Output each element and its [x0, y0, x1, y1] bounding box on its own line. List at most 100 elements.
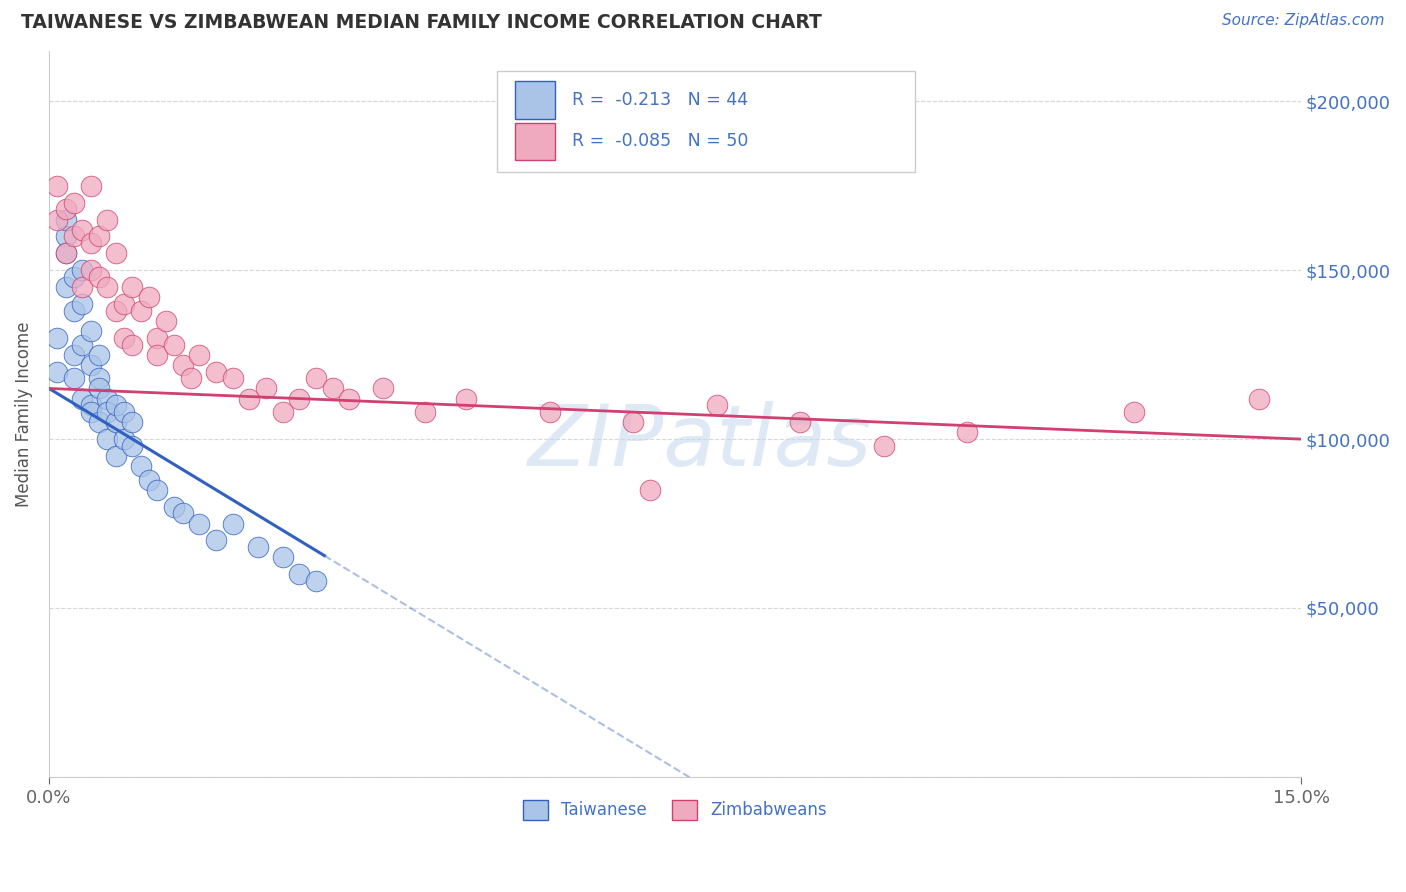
Point — [72, 297, 94, 311]
Point — [46, 331, 69, 345]
Point — [96, 212, 118, 227]
Point — [305, 574, 328, 588]
Point — [121, 337, 143, 351]
Point — [72, 392, 94, 406]
Legend: Taiwanese, Zimbabweans: Taiwanese, Zimbabweans — [516, 793, 834, 827]
Point — [146, 483, 169, 497]
Point — [271, 405, 294, 419]
Text: TAIWANESE VS ZIMBABWEAN MEDIAN FAMILY INCOME CORRELATION CHART: TAIWANESE VS ZIMBABWEAN MEDIAN FAMILY IN… — [21, 13, 823, 32]
Point — [413, 405, 436, 419]
Point — [872, 439, 894, 453]
Point — [46, 178, 69, 193]
Point — [80, 405, 103, 419]
Point — [112, 331, 135, 345]
Point — [104, 398, 127, 412]
Point — [80, 358, 103, 372]
Point — [1249, 392, 1271, 406]
Point — [112, 405, 135, 419]
Point — [121, 439, 143, 453]
Point — [87, 270, 110, 285]
Point — [254, 381, 277, 395]
Point — [72, 223, 94, 237]
Point — [180, 371, 202, 385]
Point — [46, 212, 69, 227]
Point — [371, 381, 394, 395]
Point — [55, 202, 77, 217]
Point — [163, 337, 186, 351]
Point — [322, 381, 344, 395]
Point — [121, 280, 143, 294]
Point — [789, 415, 811, 429]
Point — [221, 516, 243, 531]
Point — [155, 314, 177, 328]
FancyBboxPatch shape — [515, 122, 555, 161]
Point — [80, 263, 103, 277]
Point — [221, 371, 243, 385]
Point — [63, 348, 86, 362]
Point — [271, 550, 294, 565]
Point — [87, 348, 110, 362]
Point — [63, 270, 86, 285]
Point — [87, 229, 110, 244]
Point — [87, 381, 110, 395]
Point — [63, 195, 86, 210]
Point — [138, 290, 160, 304]
Point — [205, 533, 228, 548]
Point — [96, 405, 118, 419]
Point — [104, 415, 127, 429]
Point — [288, 567, 311, 582]
Point — [87, 415, 110, 429]
Point — [87, 371, 110, 385]
Point — [104, 246, 127, 260]
Point — [63, 371, 86, 385]
Point — [104, 303, 127, 318]
Point — [55, 212, 77, 227]
Point — [72, 337, 94, 351]
Point — [172, 507, 194, 521]
Point — [956, 425, 979, 440]
Point — [46, 365, 69, 379]
Point — [96, 392, 118, 406]
Point — [55, 246, 77, 260]
Point — [96, 280, 118, 294]
Point — [638, 483, 661, 497]
Point — [188, 516, 211, 531]
Text: R =  -0.085   N = 50: R = -0.085 N = 50 — [572, 132, 749, 151]
Point — [112, 432, 135, 446]
Y-axis label: Median Family Income: Median Family Income — [15, 321, 32, 507]
Text: R =  -0.213   N = 44: R = -0.213 N = 44 — [572, 91, 748, 109]
Point — [55, 246, 77, 260]
Point — [80, 324, 103, 338]
Text: ZIPatlas: ZIPatlas — [527, 401, 872, 484]
Point — [288, 392, 311, 406]
Point — [456, 392, 478, 406]
Point — [96, 432, 118, 446]
Point — [706, 398, 728, 412]
Point — [129, 459, 152, 474]
FancyBboxPatch shape — [515, 81, 555, 119]
Point — [163, 500, 186, 514]
Point — [538, 405, 561, 419]
Point — [112, 297, 135, 311]
Point — [146, 348, 169, 362]
Text: Source: ZipAtlas.com: Source: ZipAtlas.com — [1222, 13, 1385, 29]
Point — [80, 178, 103, 193]
Point — [72, 280, 94, 294]
Point — [55, 280, 77, 294]
Point — [172, 358, 194, 372]
Point — [104, 449, 127, 463]
Point — [339, 392, 361, 406]
Point — [55, 229, 77, 244]
Point — [146, 331, 169, 345]
Point — [129, 303, 152, 318]
Point — [238, 392, 260, 406]
Point — [138, 473, 160, 487]
Point — [205, 365, 228, 379]
Point — [621, 415, 644, 429]
FancyBboxPatch shape — [498, 71, 915, 172]
Point — [80, 236, 103, 251]
Point — [72, 263, 94, 277]
Point — [188, 348, 211, 362]
Point — [246, 540, 269, 554]
Point — [121, 415, 143, 429]
